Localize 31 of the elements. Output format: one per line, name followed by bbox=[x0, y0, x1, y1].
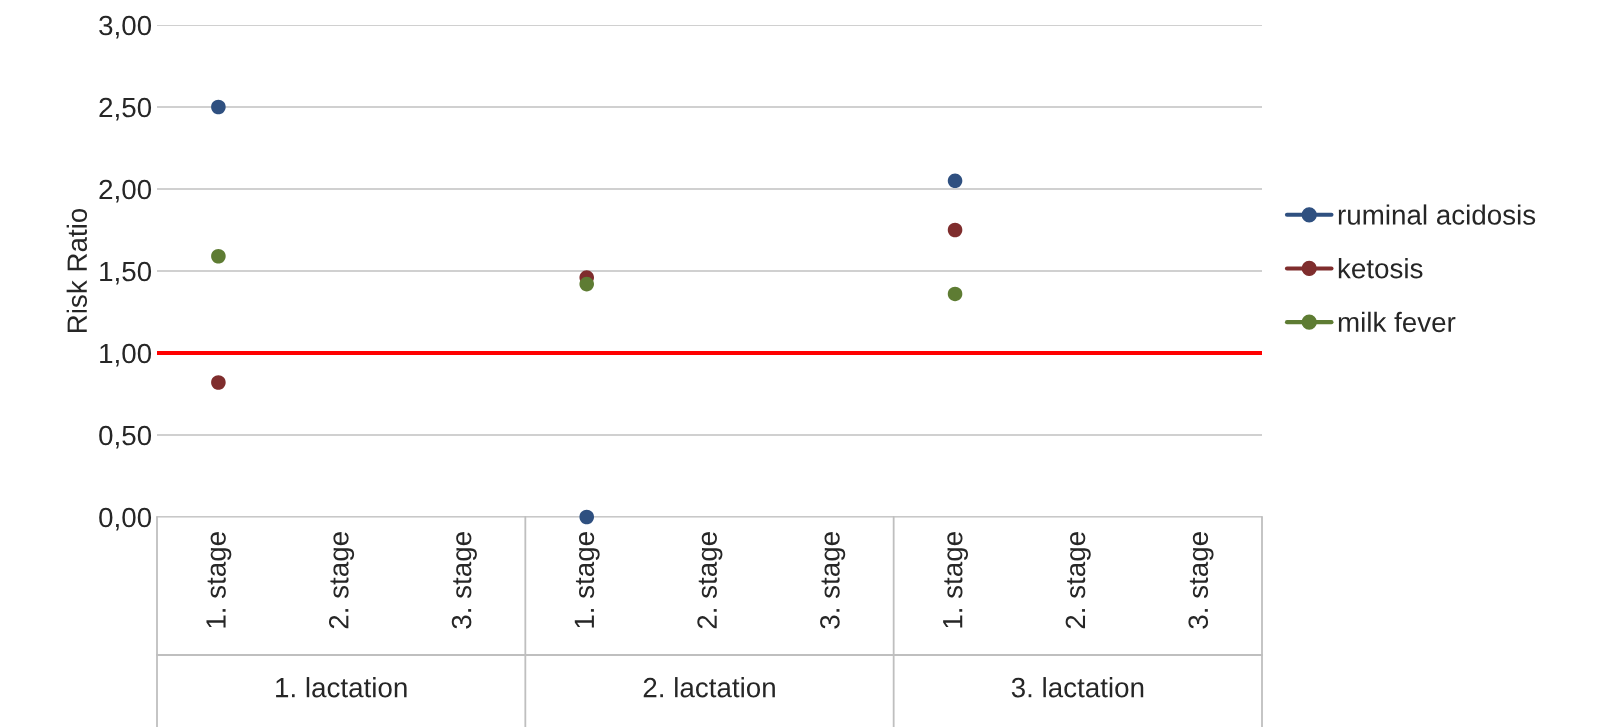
y-tick-label: 2,00 bbox=[99, 179, 152, 203]
y-tick-label: 1,00 bbox=[100, 343, 152, 367]
point bbox=[579, 509, 595, 525]
y-tick-label: 3,00 bbox=[99, 15, 152, 39]
x-tick-label: 1. stage bbox=[206, 532, 232, 628]
point bbox=[947, 286, 963, 302]
point bbox=[947, 222, 963, 238]
x-tick-label: 3. stage bbox=[1188, 532, 1214, 629]
y-tick-label: 2,50 bbox=[99, 97, 152, 121]
text: 2. lactation bbox=[643, 677, 775, 698]
point bbox=[211, 248, 226, 264]
y-tick-label: 0,50 bbox=[99, 425, 152, 449]
x-tick-label: 3. stage bbox=[820, 532, 846, 629]
legend-label: ketosis bbox=[1338, 258, 1423, 279]
y-tick-label: 0,00 bbox=[99, 507, 152, 531]
text: 3. lactation bbox=[1011, 677, 1144, 698]
y-tick-label: 1,50 bbox=[100, 261, 152, 285]
legend-label: milk fever bbox=[1338, 311, 1456, 333]
legend-label: ruminal acidosis bbox=[1338, 204, 1536, 225]
x-tick-label: 3. stage bbox=[451, 532, 477, 629]
point bbox=[211, 99, 226, 115]
point bbox=[211, 375, 226, 390]
x-tick-label: 2. stage bbox=[1065, 532, 1091, 629]
x-tick-label: 2. stage bbox=[328, 532, 355, 629]
point bbox=[579, 276, 595, 292]
x-tick-label: 1. stage bbox=[574, 532, 600, 628]
x-tick-label: 1. stage bbox=[943, 532, 968, 628]
point bbox=[947, 173, 963, 189]
text: 1. lactation bbox=[276, 677, 407, 698]
y-axis-title: Risk Ratio bbox=[66, 208, 88, 333]
x-tick-label: 2. stage bbox=[697, 532, 723, 629]
